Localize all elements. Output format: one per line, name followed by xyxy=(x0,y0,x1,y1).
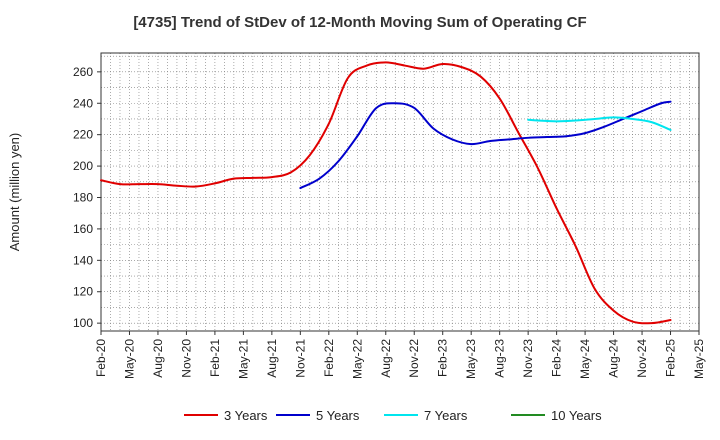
x-tick-label: Feb-21 xyxy=(208,339,222,377)
plot-frame xyxy=(100,52,700,332)
x-tick-label: Nov-22 xyxy=(407,339,421,378)
y-tick-label: 180 xyxy=(73,190,93,204)
legend-label-10-years: 10 Years xyxy=(551,408,602,423)
x-tick-label: May-20 xyxy=(122,339,136,379)
x-tick-label: Aug-23 xyxy=(493,339,507,378)
x-tick-label: Feb-25 xyxy=(664,339,678,377)
legend-label-7-years: 7 Years xyxy=(424,408,468,423)
x-tick-label: Feb-23 xyxy=(436,339,450,377)
y-tick-label: 240 xyxy=(73,96,93,110)
x-tick-label: Aug-21 xyxy=(265,339,279,378)
x-tick-label: May-25 xyxy=(692,339,706,379)
x-tick-label: Feb-22 xyxy=(322,339,336,377)
series-line-5-years xyxy=(299,100,672,190)
y-tick-label: 140 xyxy=(73,253,93,267)
y-axis-label: Amount (million yen) xyxy=(7,133,22,252)
x-tick-label: Nov-24 xyxy=(635,339,649,378)
legend-label-5-years: 5 Years xyxy=(316,408,360,423)
x-tick-label: Feb-24 xyxy=(550,339,564,377)
x-tick-label: Feb-20 xyxy=(94,339,108,377)
series-line-7-years xyxy=(527,116,672,131)
x-tick-label: May-23 xyxy=(464,339,478,379)
x-axis-ticks: Feb-20 May-20 Aug-20 Nov-20 Feb-21 May-21 Aug-… xyxy=(94,331,706,379)
x-tick-label: Aug-24 xyxy=(607,339,621,378)
x-tick-label: Aug-22 xyxy=(379,339,393,378)
x-tick-label: May-21 xyxy=(236,339,250,379)
series-line-3-years xyxy=(100,61,672,325)
x-tick-label: Aug-20 xyxy=(151,339,165,378)
legend: 3 Years 5 Years 7 Years 10 Years xyxy=(184,408,602,423)
x-tick-label: Nov-23 xyxy=(521,339,535,378)
y-axis-ticks: 100 120 140 160 180 200 220 240 260 xyxy=(73,65,101,330)
x-tick-label: Nov-21 xyxy=(293,339,307,378)
x-tick-label: May-22 xyxy=(350,339,364,379)
y-tick-label: 220 xyxy=(73,128,93,142)
x-tick-label: May-24 xyxy=(578,339,592,379)
y-tick-label: 260 xyxy=(73,65,93,79)
y-tick-label: 120 xyxy=(73,285,93,299)
legend-label-3-years: 3 Years xyxy=(224,408,268,423)
chart-title: [4735] Trend of StDev of 12-Month Moving… xyxy=(133,14,587,31)
x-tick-label: Nov-20 xyxy=(179,339,193,378)
y-tick-label: 200 xyxy=(73,159,93,173)
y-tick-label: 100 xyxy=(73,316,93,330)
series-lines xyxy=(100,61,672,325)
y-tick-label: 160 xyxy=(73,222,93,236)
grid xyxy=(101,53,699,331)
